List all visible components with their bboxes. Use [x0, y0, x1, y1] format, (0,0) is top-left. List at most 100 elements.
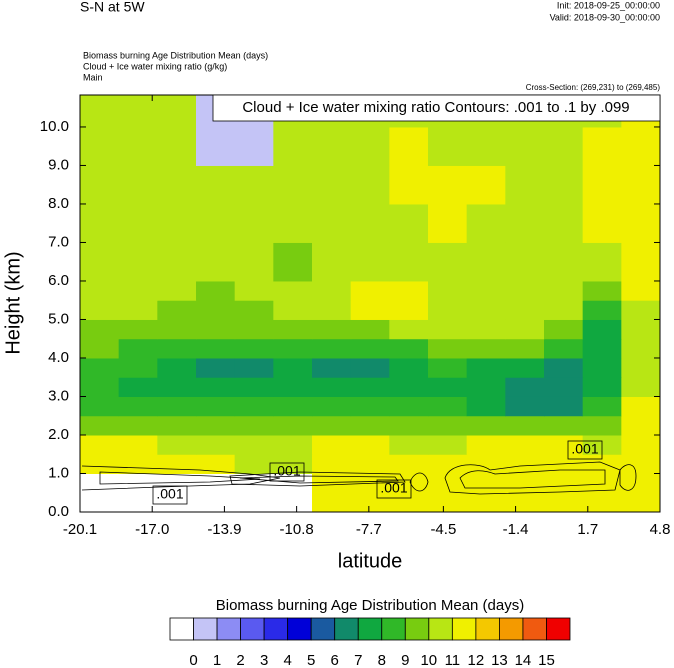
field-cell: [621, 242, 661, 282]
field-cell: [428, 492, 468, 513]
field-cell: [582, 473, 622, 494]
field-cell: [544, 126, 584, 166]
field-cell: [157, 396, 197, 417]
field-cell: [621, 473, 661, 494]
contour-line: [99, 471, 261, 485]
colorbar-label: 8: [378, 652, 386, 668]
field-cell: [389, 377, 429, 397]
field-cell: [273, 300, 313, 320]
field-cell: [466, 473, 506, 494]
contour-line: [81, 465, 281, 491]
x-tick-label: -1.4: [503, 521, 529, 538]
field-cell: [582, 338, 622, 359]
colorbar-label: 3: [260, 652, 268, 668]
contour-line: [619, 464, 637, 491]
colorbar-label: 7: [354, 652, 362, 668]
field-cell: [157, 319, 197, 340]
field-cell: [234, 126, 274, 166]
field-cell: [234, 415, 274, 436]
field-cell: [234, 203, 274, 243]
field-cell: [273, 357, 313, 378]
field-cell: [273, 319, 313, 340]
field-cell: [196, 338, 236, 359]
field-cell: [350, 338, 390, 359]
field-cell: [582, 492, 622, 513]
y-axis-title: Height (km): [2, 251, 24, 354]
field-cell: [544, 377, 584, 397]
field-cell: [389, 242, 429, 282]
field-cell: [544, 338, 584, 359]
field-cell: [350, 434, 390, 455]
colorbar-label: 5: [307, 652, 315, 668]
field-cell: [80, 300, 120, 320]
field-cell: [350, 203, 390, 243]
field-cell: [157, 280, 197, 301]
field-cell: [428, 415, 468, 436]
colorbar-label: 14: [515, 652, 532, 668]
contour-label-box: [567, 440, 603, 460]
colorbar-title: Biomass burning Age Distribution Mean (d…: [216, 597, 524, 614]
subtitle: Cloud + Ice water mixing ratio (g/kg): [83, 61, 227, 71]
field-cell: [157, 434, 197, 455]
contour-label-box: [152, 485, 188, 505]
field-cell: [621, 319, 661, 340]
contour-line: [409, 472, 429, 492]
y-tick-label: 6.0: [48, 272, 69, 289]
field-cell: [466, 280, 506, 301]
field-cell: [196, 434, 236, 455]
field-cell: [234, 165, 274, 205]
field-cell: [312, 319, 352, 340]
field-cell: [196, 300, 236, 320]
x-tick-label: 4.8: [650, 521, 671, 538]
contour-label: .001: [156, 486, 183, 502]
contour-label: .001: [273, 463, 300, 479]
contour-label-box: [376, 479, 412, 499]
y-tick-label: 2.0: [48, 426, 69, 443]
field-cell: [273, 242, 313, 282]
field-cell: [196, 203, 236, 243]
field-cell: [196, 454, 236, 474]
field-cell: [118, 415, 158, 436]
field-cell: [544, 492, 584, 513]
field-cell: [80, 396, 120, 417]
field-cell: [80, 338, 120, 359]
field-cell: [312, 377, 352, 397]
field-cell: [312, 300, 352, 320]
field-cell: [582, 396, 622, 417]
field-cell: [466, 434, 506, 455]
field-cell: [389, 357, 429, 378]
field-cell: [312, 434, 352, 455]
field-cell: [273, 454, 313, 474]
field-cell: [118, 95, 158, 128]
field-cell: [544, 319, 584, 340]
field-cell: [312, 396, 352, 417]
contour-line: [229, 471, 406, 487]
field-cell: [389, 454, 429, 474]
contour-line: [444, 461, 621, 495]
field-cell: [312, 203, 352, 243]
field-cell: [505, 377, 545, 397]
field-cell: [80, 126, 120, 166]
field-cell: [621, 280, 661, 301]
field-cell: [582, 357, 622, 378]
colorbar-swatch: [404, 617, 430, 641]
field-cell: [157, 377, 197, 397]
field-cell: [621, 165, 661, 205]
field-cell: [80, 454, 120, 474]
field-cell: [544, 203, 584, 243]
field-cell: [157, 415, 197, 436]
contour-title-box: [212, 94, 661, 122]
field-cell: [234, 280, 274, 301]
field-cell: [389, 126, 429, 166]
colorbar-swatch: [193, 617, 218, 641]
field-cell: [428, 203, 468, 243]
y-tick-label: 9.0: [48, 156, 69, 173]
colorbar-swatch: [428, 617, 453, 641]
y-tick-label: 10.0: [40, 118, 69, 135]
colorbar-swatch: [475, 617, 500, 641]
field-cell: [544, 242, 584, 282]
field-cell: [505, 319, 545, 340]
field-cell: [350, 242, 390, 282]
